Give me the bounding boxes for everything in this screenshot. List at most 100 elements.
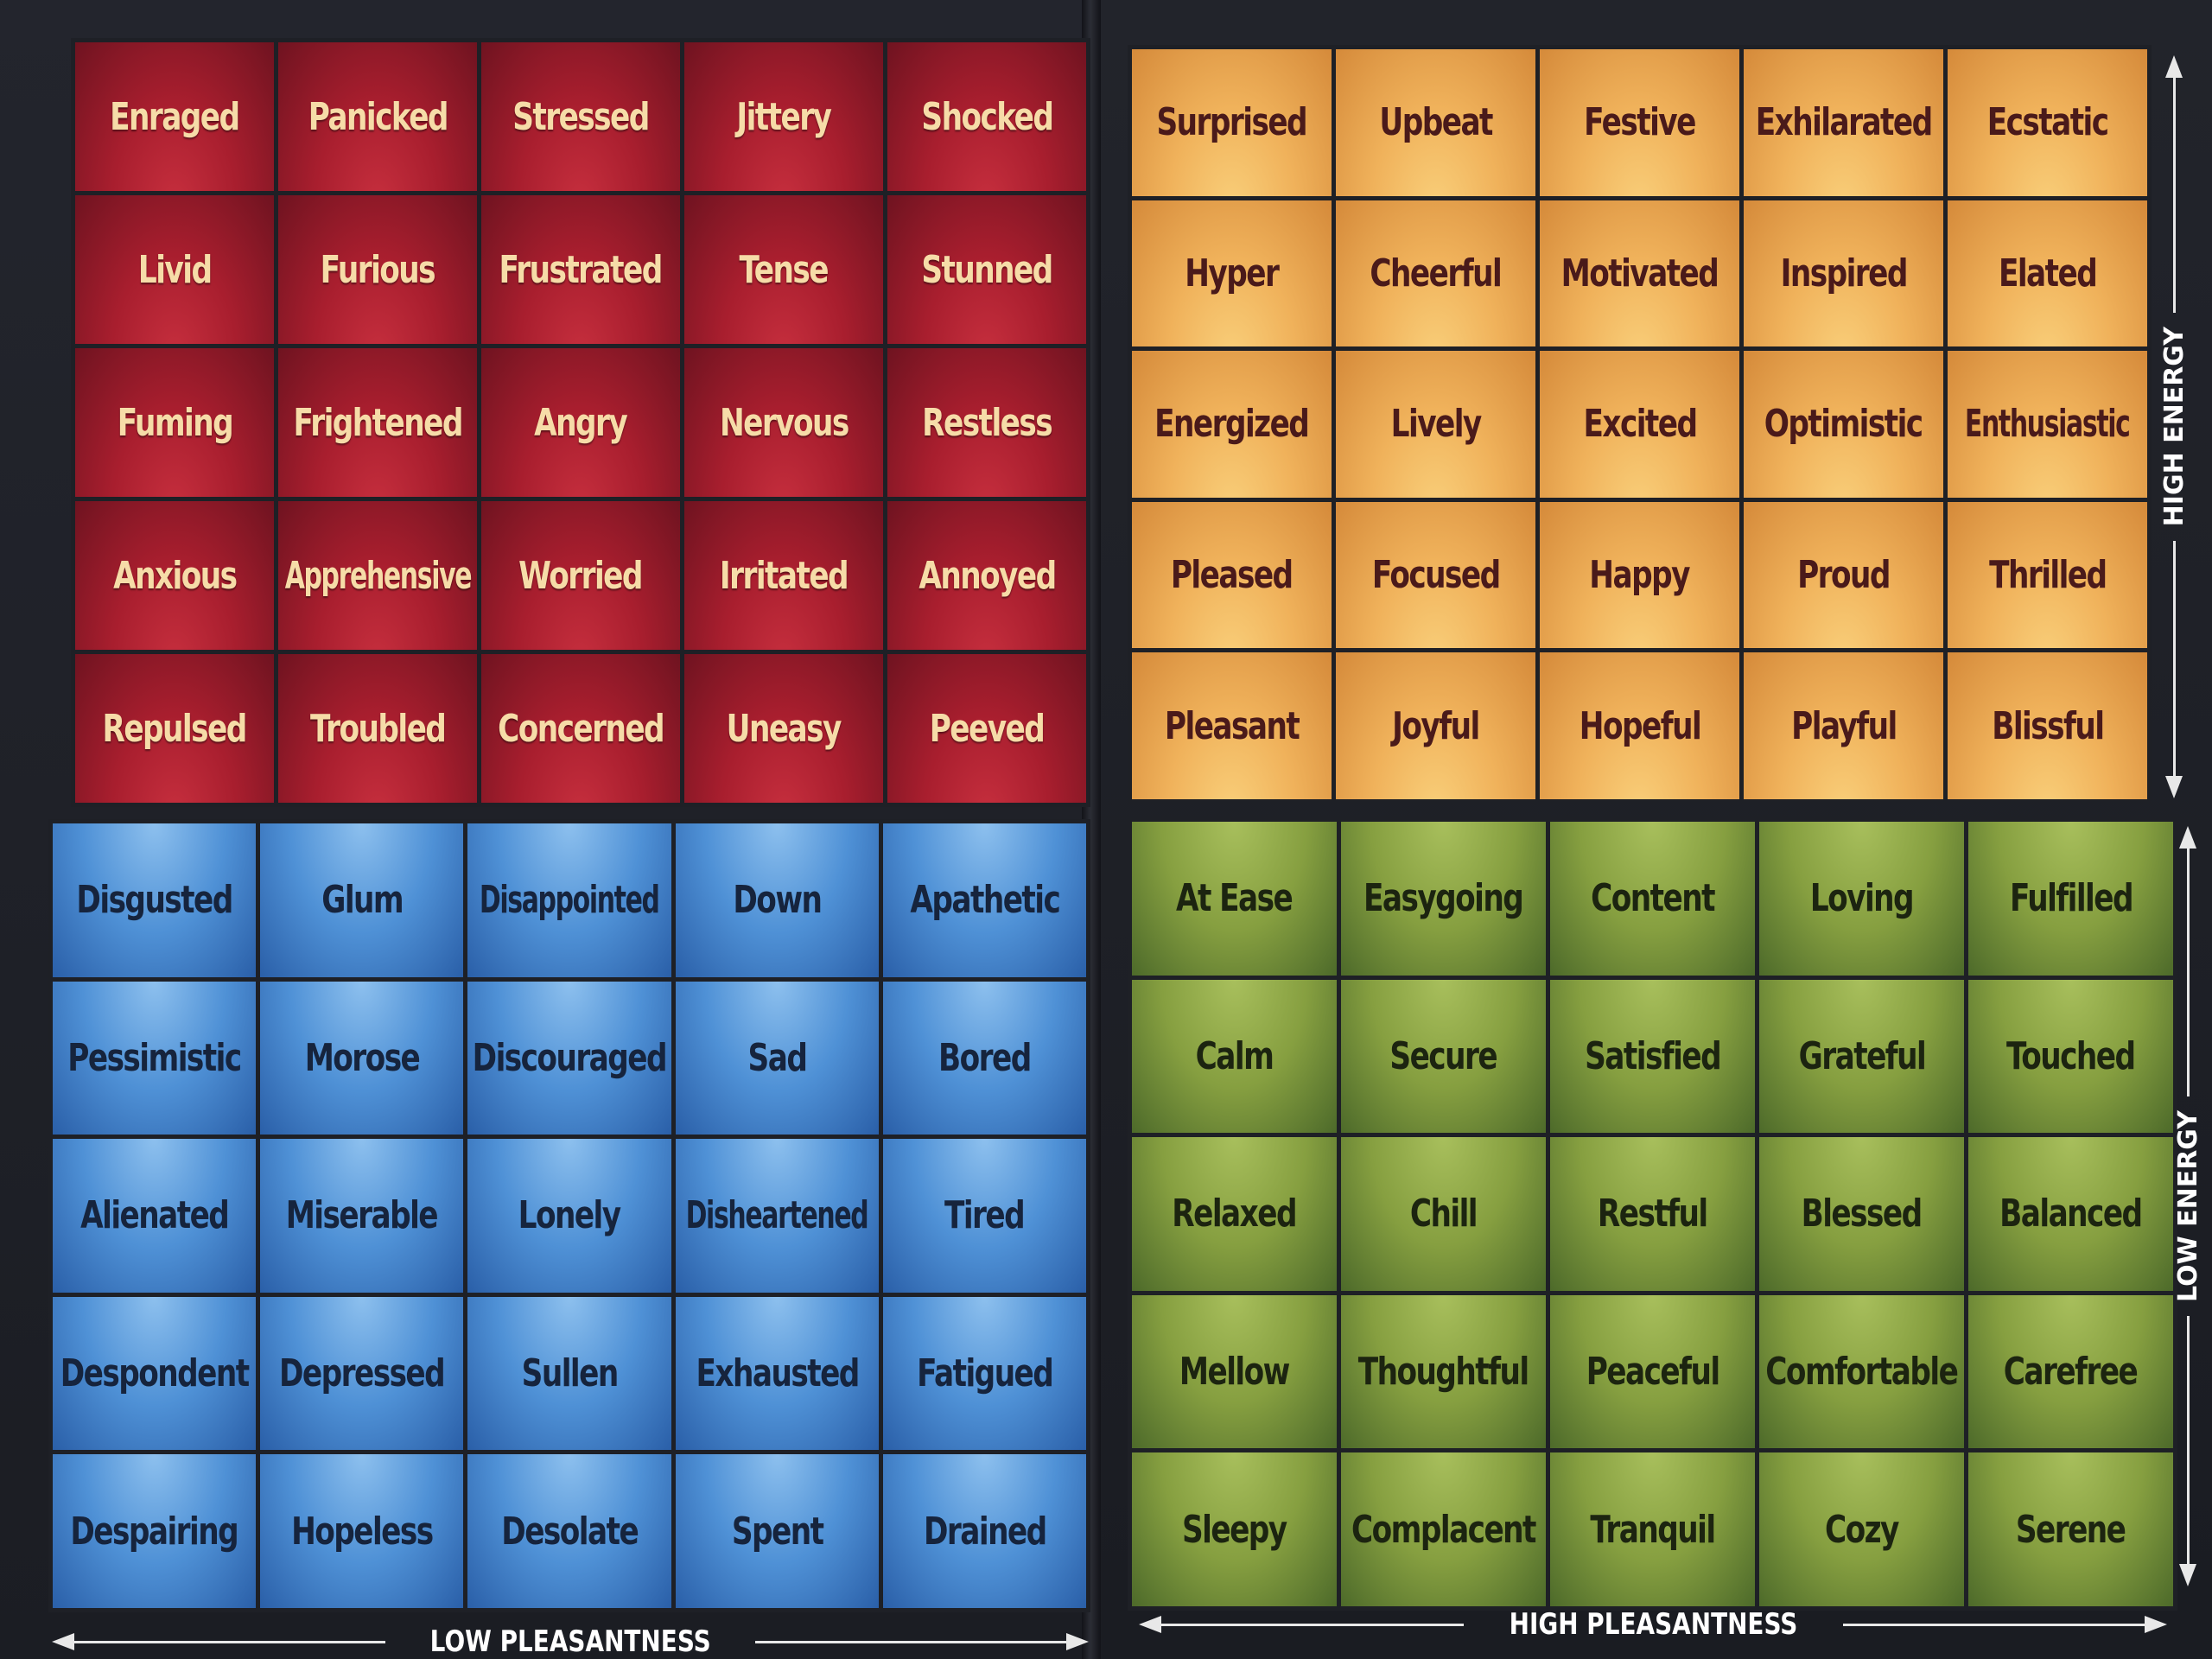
emotion-cell: Panicked: [278, 42, 477, 191]
emotion-cell: Proud: [1744, 501, 1943, 649]
emotion-cell: Balanced: [1968, 1137, 2173, 1291]
emotion-label: Jittery: [736, 94, 832, 139]
emotion-label: Uneasy: [726, 706, 842, 751]
emotion-label: Livid: [137, 247, 213, 292]
emotion-label: Elated: [1998, 251, 2098, 296]
emotion-label: Relaxed: [1172, 1192, 1298, 1236]
emotion-label: Restful: [1598, 1192, 1708, 1236]
emotion-cell: Relaxed: [1132, 1137, 1337, 1291]
emotion-label: Enraged: [110, 94, 240, 139]
emotion-cell: Tranquil: [1550, 1452, 1755, 1606]
axis-line: [1842, 1623, 2145, 1626]
emotion-label: Motivated: [1560, 251, 1719, 296]
emotion-label: Playful: [1790, 703, 1897, 748]
emotion-cell: Tense: [684, 195, 883, 344]
emotion-label: Tense: [739, 247, 830, 292]
emotion-label: Shocked: [921, 94, 1053, 139]
emotion-cell: Calm: [1132, 979, 1337, 1134]
emotion-cell: Apprehensive: [278, 501, 477, 650]
emotion-label: Down: [733, 878, 823, 923]
emotion-label: Surprised: [1156, 100, 1308, 145]
emotion-label: Mellow: [1179, 1350, 1290, 1395]
emotion-label: Spent: [731, 1509, 823, 1554]
emotion-label: Blissful: [1991, 703, 2105, 748]
emotion-cell: Bored: [882, 981, 1086, 1135]
emotion-cell: Happy: [1540, 501, 1739, 649]
axis-line: [1161, 1623, 1464, 1626]
emotion-label: Anxious: [112, 553, 238, 598]
emotion-label: Pleasant: [1164, 703, 1300, 748]
emotion-label: Troubled: [309, 706, 447, 751]
emotion-cell: Playful: [1744, 652, 1943, 799]
emotion-cell: Surprised: [1132, 49, 1332, 196]
emotion-cell: At Ease: [1132, 822, 1337, 976]
emotion-label: Secure: [1389, 1033, 1498, 1078]
emotion-label: Bored: [938, 1035, 1032, 1080]
emotion-label: Festive: [1584, 100, 1696, 145]
blue-quadrant: Disgusted Glum Disappointed Down Apathetic Pe…: [48, 819, 1090, 1612]
emotion-cell: Exhilarated: [1744, 49, 1943, 196]
emotion-label: Nervous: [719, 400, 849, 445]
arrow-right-icon: [2145, 1616, 2168, 1633]
emotion-cell: Worried: [481, 501, 680, 650]
emotion-label: Grateful: [1798, 1033, 1926, 1078]
emotion-label: Cheerful: [1370, 251, 1503, 296]
emotion-cell: Upbeat: [1336, 49, 1535, 196]
emotion-label: Drained: [923, 1509, 1047, 1554]
emotion-label: At Ease: [1176, 876, 1294, 921]
low-energy-axis: LOW ENERGY: [2171, 826, 2205, 1586]
emotion-label: Optimistic: [1764, 402, 1923, 447]
emotion-cell: Concerned: [481, 654, 680, 803]
arrow-left-icon: [52, 1633, 74, 1650]
emotion-label: Concerned: [498, 706, 665, 751]
emotion-label: Peaceful: [1586, 1350, 1720, 1395]
emotion-cell: Pessimistic: [53, 981, 257, 1135]
emotion-cell: Uneasy: [684, 654, 883, 803]
emotion-label: Angry: [534, 400, 628, 445]
emotion-cell: Disappointed: [467, 823, 671, 977]
emotion-label: Hopeless: [291, 1509, 434, 1554]
emotion-label: Serene: [2016, 1507, 2126, 1552]
emotion-cell: Frightened: [278, 348, 477, 497]
yellow-quadrant: Surprised Upbeat Festive Exhilarated Ecstati…: [1128, 45, 2152, 804]
emotion-label: Complacent: [1351, 1507, 1536, 1552]
emotion-cell: Stressed: [481, 42, 680, 191]
emotion-cell: Glum: [260, 823, 464, 977]
emotion-label: Easygoing: [1363, 876, 1524, 921]
emotion-label: Lonely: [518, 1193, 622, 1238]
emotion-label: Blessed: [1802, 1192, 1923, 1236]
emotion-cell: Sad: [675, 981, 879, 1135]
emotion-label: Disgusted: [76, 878, 233, 923]
emotion-label: Carefree: [2004, 1350, 2139, 1395]
emotion-cell: Thoughtful: [1341, 1294, 1546, 1449]
emotion-cell: Sleepy: [1132, 1452, 1337, 1606]
emotion-cell: Elated: [1948, 200, 2147, 347]
emotion-label: Irritated: [719, 553, 849, 598]
emotion-cell: Secure: [1341, 979, 1546, 1134]
emotion-label: Despondent: [60, 1351, 250, 1396]
red-quadrant: Enraged Panicked Stressed Jittery Shocked Liv…: [71, 38, 1090, 807]
emotion-cell: Festive: [1540, 49, 1739, 196]
emotion-label: Sleepy: [1182, 1507, 1287, 1552]
high-pleasantness-label: HIGH PLEASANTNESS: [1509, 1607, 1797, 1642]
emotion-cell: Apathetic: [882, 823, 1086, 977]
emotion-label: Alienated: [79, 1193, 230, 1238]
emotion-cell: Despondent: [53, 1296, 257, 1451]
emotion-label: Chill: [1409, 1192, 1478, 1236]
emotion-cell: Chill: [1341, 1137, 1546, 1291]
emotion-cell: Down: [675, 823, 879, 977]
emotion-label: Thoughtful: [1358, 1350, 1529, 1395]
arrow-down-icon: [2179, 1564, 2196, 1586]
emotion-cell: Annoyed: [887, 501, 1086, 650]
emotion-cell: Fulfilled: [1968, 822, 2173, 976]
emotion-cell: Exhausted: [675, 1296, 879, 1451]
emotion-cell: Mellow: [1132, 1294, 1337, 1449]
emotion-label: Hyper: [1185, 251, 1280, 296]
emotion-label: Tired: [944, 1193, 1026, 1238]
emotion-cell: Blessed: [1759, 1137, 1964, 1291]
emotion-label: Inspired: [1780, 251, 1908, 296]
emotion-cell: Restful: [1550, 1137, 1755, 1291]
emotion-label: Frustrated: [499, 247, 664, 292]
axis-line: [2186, 1315, 2190, 1564]
emotion-cell: Miserable: [260, 1139, 464, 1293]
